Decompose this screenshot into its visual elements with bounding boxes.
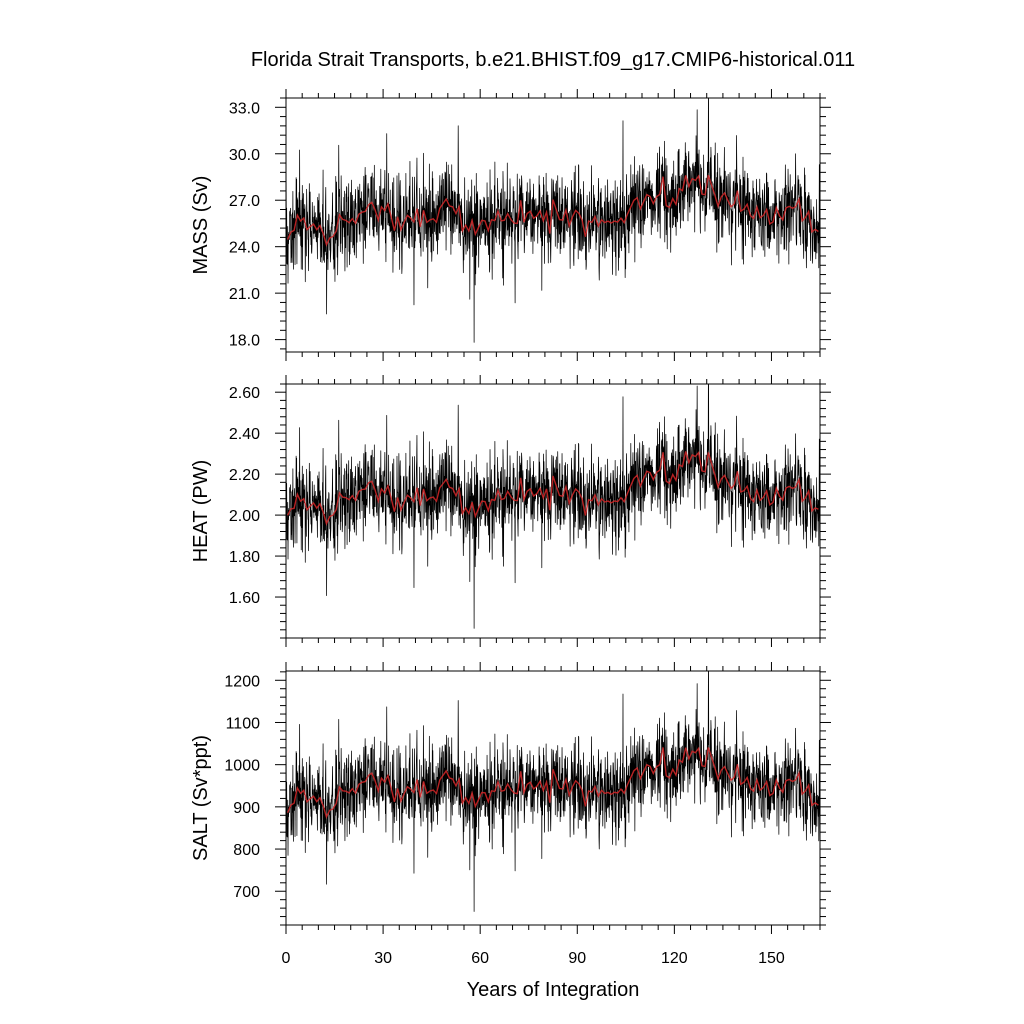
y-tick-label: 21.0	[229, 286, 260, 303]
salt-panel: 700 800 900 1000 1100 1200 0 30 60 90 120 150 SALT (…	[190, 662, 831, 967]
x-axis-label: Years of Integration	[467, 979, 640, 1001]
y-axis-label: MASS (Sv)	[190, 176, 212, 275]
y-tick-label: 1100	[226, 715, 261, 732]
annual-mean-line	[286, 174, 819, 247]
x-tick-label: 30	[374, 950, 392, 967]
y-tick-label: 1000	[224, 758, 260, 775]
y-tick-label: 1.80	[229, 549, 260, 566]
y-axis-label: SALT (Sv*ppt)	[190, 735, 212, 861]
annual-mean-line	[286, 451, 819, 526]
y-tick-label: 27.0	[229, 193, 260, 210]
y-tick-label: 800	[233, 842, 260, 859]
y-tick-label: 24.0	[229, 240, 260, 257]
x-tick-label: 150	[758, 950, 785, 967]
mass-panel: 18.0 21.0 24.0 27.0 30.0 33.0 MASS (Sv)	[190, 89, 831, 361]
x-tick-label: 90	[568, 950, 586, 967]
y-tick-label: 30.0	[229, 147, 260, 164]
x-tick-label: 60	[471, 950, 489, 967]
y-tick-label: 1200	[224, 673, 260, 690]
plot-frame	[285, 97, 821, 353]
y-tick-label: 900	[233, 800, 260, 817]
y-tick-label: 700	[233, 884, 260, 901]
y-tick-label: 2.40	[229, 426, 260, 443]
x-tick-label: 120	[661, 950, 688, 967]
y-tick-label: 1.60	[229, 590, 260, 607]
y-tick-label: 18.0	[229, 333, 260, 350]
plot-frame	[285, 670, 821, 926]
heat-panel: 1.60 1.80 2.00 2.20 2.40 2.60 HEAT (PW)	[190, 375, 831, 647]
annual-mean-line	[286, 746, 819, 819]
x-tick-label: 0	[282, 950, 291, 967]
y-tick-label: 2.00	[229, 508, 260, 525]
chart-title: Florida Strait Transports, b.e21.BHIST.f…	[251, 49, 855, 71]
y-tick-label: 33.0	[229, 100, 260, 117]
y-axis-label: HEAT (PW)	[190, 460, 212, 563]
plot-frame	[285, 383, 821, 639]
y-tick-label: 2.20	[229, 467, 260, 484]
y-tick-label: 2.60	[229, 385, 260, 402]
